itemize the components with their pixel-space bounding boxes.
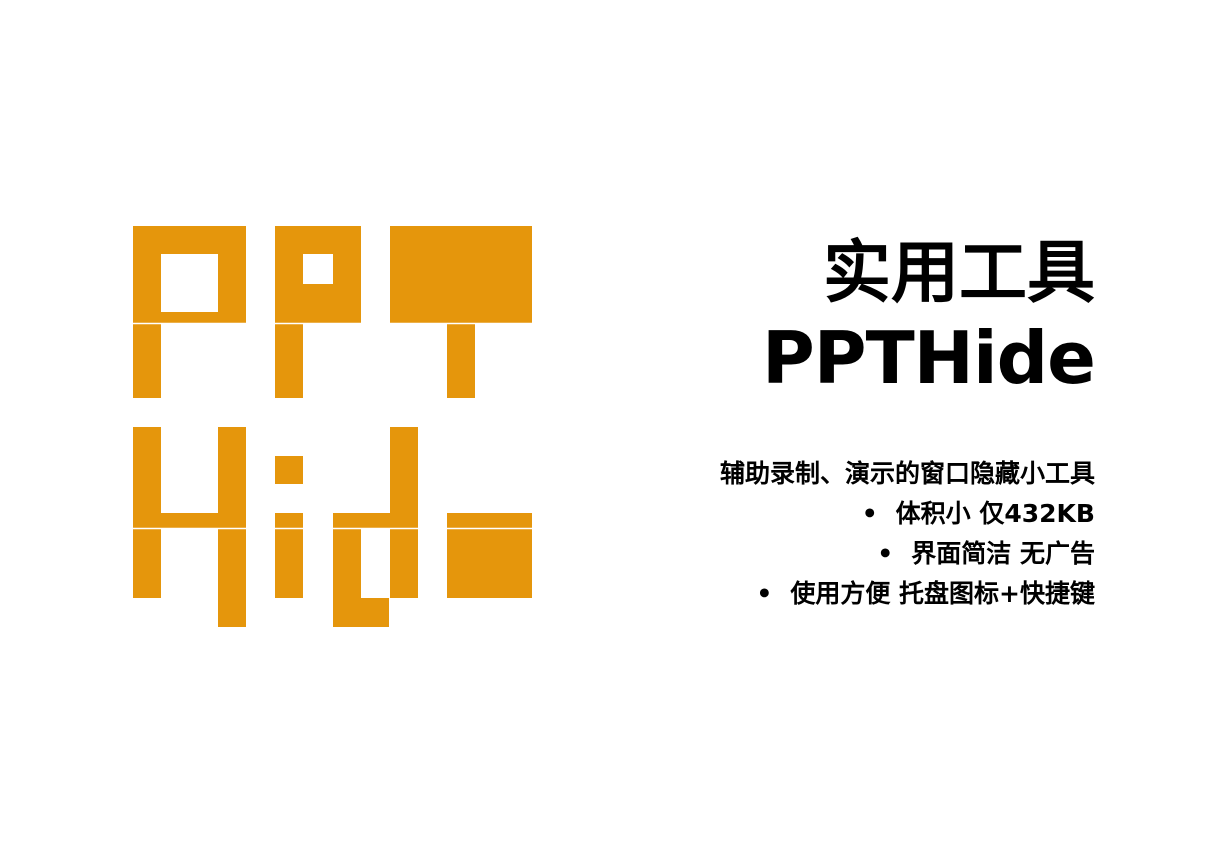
logo-pixel (133, 513, 246, 529)
logo-pixel (447, 513, 532, 598)
logo-pixel (333, 598, 389, 627)
headline-category: 实用工具 (822, 234, 1095, 313)
logo-pixel (218, 226, 246, 323)
bullet-icon: • (877, 539, 894, 568)
description-intro: 辅助录制、演示的窗口隐藏小工具 (719, 459, 1095, 488)
description: 辅助录制、演示的窗口隐藏小工具 • 体积小 仅432KB • 界面简洁 无广告 • 使… (535, 454, 1095, 614)
bullet-icon: • (861, 499, 878, 528)
feature-item: • 界面简洁 无广告 (535, 534, 1095, 574)
headline-product-name: PPTHide (762, 316, 1096, 400)
product-info: 实用工具 PPTHide 辅助录制、演示的窗口隐藏小工具 • 体积小 仅432KB… (535, 234, 1096, 614)
bullet-icon: • (756, 579, 773, 608)
feature-text: 界面简洁 无广告 (911, 539, 1095, 568)
logo-pixel (133, 427, 161, 598)
feature-item: • 体积小 仅432KB (535, 494, 1095, 534)
logo-pixel (133, 312, 246, 323)
feature-text: 使用方便 托盘图标+快捷键 (790, 579, 1095, 608)
logo-pixel (390, 427, 418, 598)
feature-text: 体积小 仅432KB (895, 499, 1095, 528)
feature-item: • 使用方便 托盘图标+快捷键 (535, 574, 1095, 614)
logo-pixel (447, 226, 475, 398)
logo-pixel (275, 513, 303, 598)
logo-pixel (275, 456, 303, 484)
logo-pixel (275, 284, 361, 323)
